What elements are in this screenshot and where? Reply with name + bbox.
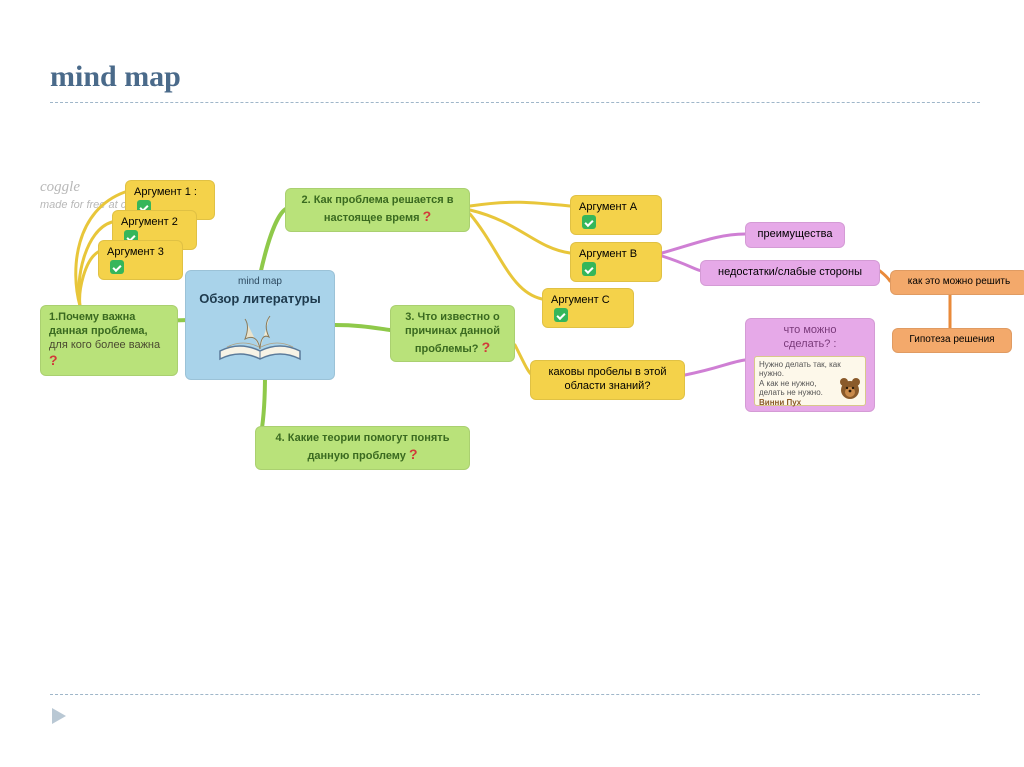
question-icon: ? (482, 339, 491, 355)
branch-3: 3. Что известно о причинах данной пробле… (390, 305, 515, 362)
memo-l1: Нужно делать так, как нужно. (759, 360, 841, 379)
b4-l2: данную проблему (307, 450, 405, 462)
advantages: преимущества (745, 222, 845, 248)
central-node: mind map Обзор литературы (185, 270, 335, 380)
b3-l2: причинах данной (405, 325, 500, 337)
a1-label: Аргумент 1 : (134, 186, 197, 198)
question-icon: ? (409, 446, 418, 462)
b3-l3: проблемы? (415, 343, 479, 355)
question-icon: ? (423, 208, 432, 224)
dis-label: недостатки/слабые стороны (718, 266, 862, 278)
b1-l2: данная проблема, (49, 325, 148, 337)
gaps-l2: области знаний? (565, 380, 651, 392)
central-subtitle: mind map (238, 276, 282, 289)
branch-1: 1.Почему важна данная проблема, для кого… (40, 305, 178, 376)
book-icon (215, 311, 305, 366)
argument-c: Аргумент C (542, 288, 634, 328)
next-arrow-icon[interactable] (52, 708, 66, 724)
todo-l1: что можно (784, 324, 837, 336)
todo-l2: сделать? : (784, 338, 837, 350)
how-to-solve: как это можно решить (890, 270, 1024, 295)
argument-b: Аргумент B (570, 242, 662, 282)
check-icon (582, 215, 596, 229)
mindmap-diagram: mind map Обзор литературы 1.Почему важна… (30, 150, 1000, 650)
hypothesis: Гипотеза решения (892, 328, 1012, 353)
check-icon (554, 308, 568, 322)
knowledge-gaps: каковы пробелы в этой области знаний? (530, 360, 685, 400)
memo-sign: Винни Пух (759, 398, 801, 407)
question-icon: ? (49, 352, 58, 368)
b4-l1: 4. Какие теории помогут понять (276, 432, 450, 444)
hyp-label: Гипотеза решения (909, 334, 994, 345)
branch-4: 4. Какие теории помогут понять данную пр… (255, 426, 470, 470)
how-label: как это можно решить (908, 276, 1010, 287)
memo-l3: делать не нужно. (759, 388, 823, 397)
b1-l1: 1.Почему важна (49, 311, 135, 323)
central-title: Обзор литературы (199, 291, 320, 307)
bear-icon (837, 374, 863, 404)
divider-top (50, 102, 980, 103)
argA-label: Аргумент A (579, 201, 636, 213)
b3-l1: 3. Что известно о (405, 311, 499, 323)
branch-2: 2. Как проблема решается в настоящее вре… (285, 188, 470, 232)
gaps-l1: каковы пробелы в этой (549, 366, 667, 378)
divider-bottom (50, 694, 980, 695)
argC-label: Аргумент C (551, 294, 610, 306)
what-to-do: что можно сделать? : Нужно делать так, к… (745, 318, 875, 412)
disadvantages: недостатки/слабые стороны (700, 260, 880, 286)
adv-label: преимущества (758, 228, 833, 240)
b1-l3: для кого более важна (49, 339, 160, 351)
check-icon (110, 260, 124, 274)
a3-label: Аргумент 3 (107, 246, 164, 258)
slide: mind map coggle made for free at coggle.… (0, 0, 1024, 767)
check-icon (582, 262, 596, 276)
argB-label: Аргумент B (579, 248, 637, 260)
memo-l2: А как не нужно, (759, 379, 816, 388)
argument-3: Аргумент 3 (98, 240, 183, 280)
argument-a: Аргумент A (570, 195, 662, 235)
b2-l1: 2. Как проблема решается в (301, 194, 453, 206)
page-title: mind map (50, 60, 181, 94)
a2-label: Аргумент 2 (121, 216, 178, 228)
b2-l2: настоящее время (324, 212, 420, 224)
